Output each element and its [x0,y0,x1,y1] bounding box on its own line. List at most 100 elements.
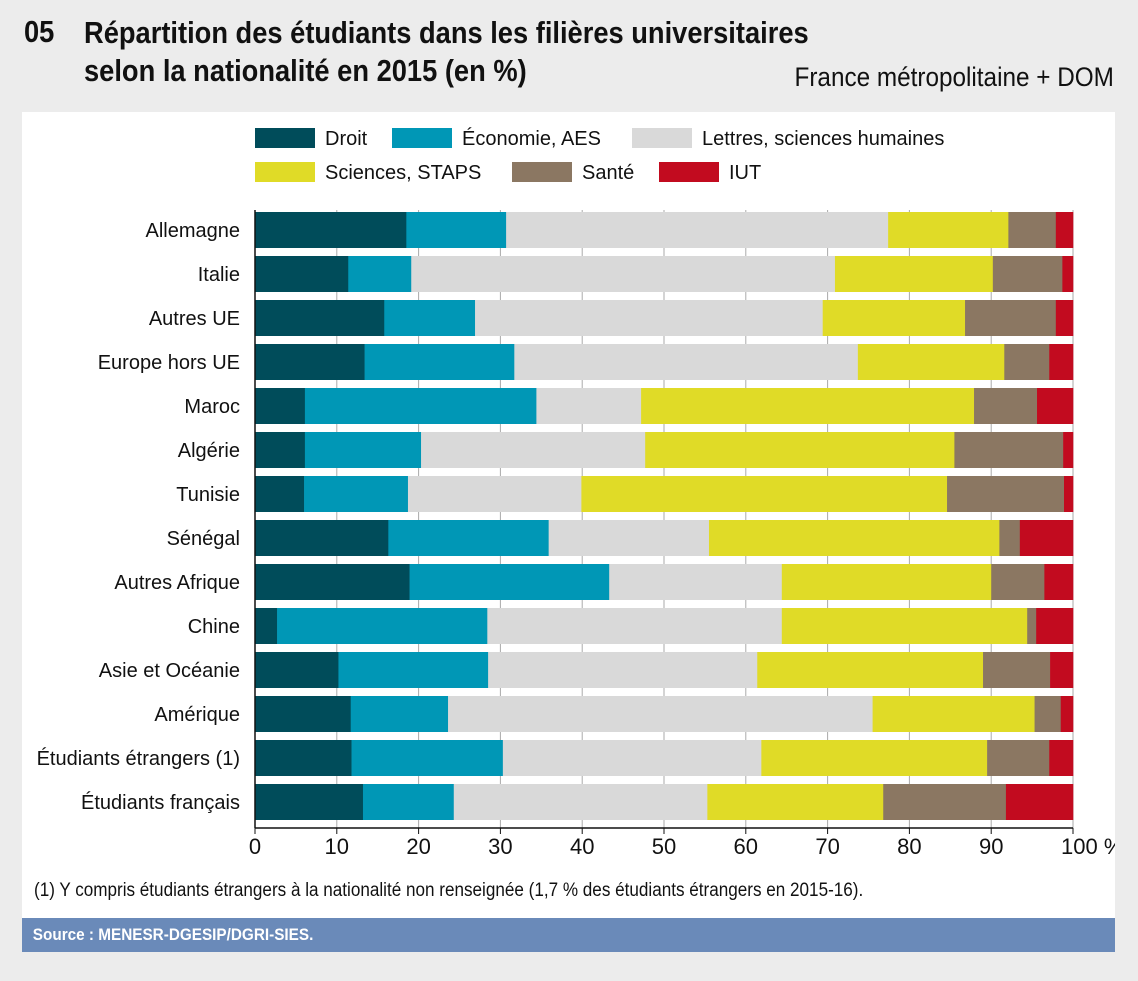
bar-segment [822,300,966,336]
bar-segment [883,784,1007,820]
bar-segment [502,740,762,776]
bar-segment [338,652,489,688]
legend-swatch [392,128,452,148]
bar-segment [1049,740,1074,776]
bar-segment [1049,344,1074,380]
legend-label: Santé [582,162,634,184]
bar-segment [609,564,783,600]
bar-segment [255,344,365,380]
bar-segment [277,608,488,644]
bar-segment [1037,388,1074,424]
legend-label: Économie, AES [462,127,601,150]
bar-segment [1055,212,1074,248]
category-label: Europe hors UE [98,352,240,374]
bar-segment [488,652,758,688]
source-text: Source : MENESR-DGESIP/DGRI-SIES. [32,925,314,944]
bar-segment [384,300,476,336]
category-label: Autres Afrique [114,572,240,594]
bar-segment [506,212,889,248]
bar-segment [255,564,410,600]
x-tick-label: 100 % [1061,834,1115,859]
bar-segment [255,784,364,820]
bar-segment [255,212,407,248]
category-label: Tunisie [176,484,240,506]
bar-segment [304,432,422,468]
category-label: Asie et Océanie [99,660,240,682]
footnote: (1) Y compris étudiants étrangers à la n… [34,880,864,901]
bar-segment [448,696,873,732]
x-tick-label: 10 [325,834,349,859]
bar-segment [1034,696,1062,732]
x-tick-label: 60 [734,834,758,859]
bar-segment [708,520,1000,556]
legend-label: Lettres, sciences humaines [702,128,944,150]
bar-segment [999,520,1021,556]
bar-segment [351,740,504,776]
x-tick-label: 40 [570,834,594,859]
bar-segment [707,784,884,820]
bar-segment [255,432,306,468]
bar-segment [421,432,646,468]
bar-segment [1005,784,1074,820]
bar-segment [255,652,339,688]
bar-segment [872,696,1035,732]
bar-segment [407,476,582,512]
bar-segment [954,432,1064,468]
bar-segment [1060,696,1074,732]
bar-segment [350,696,449,732]
legend-label: Sciences, STAPS [325,162,481,184]
bar-segment [947,476,1065,512]
x-tick-label: 90 [979,834,1003,859]
category-label: Chine [188,616,240,638]
bar-segment [388,520,549,556]
bar-segment [487,608,783,644]
legend-swatch [255,162,315,182]
category-label: Maroc [184,396,240,418]
bar-segment [757,652,984,688]
bar-segment [304,476,409,512]
bar-segment [255,520,389,556]
bar-segment [1062,256,1074,292]
bar-segment [514,344,859,380]
bar-segment [1050,652,1074,688]
source-bar: Source : MENESR-DGESIP/DGRI-SIES. [22,918,1115,952]
x-tick-label: 20 [406,834,430,859]
category-label: Allemagne [145,220,240,242]
bar-segment [641,388,975,424]
bar-segment [536,388,642,424]
bar-segment [304,388,537,424]
bar-segment [983,652,1051,688]
bar-segment [1004,344,1050,380]
legend-label: Droit [325,128,368,150]
bar-segment [255,476,305,512]
x-tick-label: 0 [249,834,261,859]
chart-title: Répartition des étudiants dans les filiè… [84,14,809,90]
legend-swatch [255,128,315,148]
bar-segment [348,256,412,292]
bar-segment [1063,432,1074,468]
bar-segment [1036,608,1074,644]
category-label: Italie [198,264,240,286]
bar-segment [781,608,1028,644]
bar-segment [888,212,1009,248]
bar-segment [406,212,507,248]
bar-segment [1008,212,1057,248]
bar-segment [1019,520,1074,556]
bar-segment [645,432,955,468]
bar-segment [255,608,278,644]
title-line-2: selon la nationalité en 2015 (en %) [84,53,527,88]
chart-scope: France métropolitaine + DOM [794,62,1114,92]
bar-segment [362,784,455,820]
legend-swatch [632,128,692,148]
x-tick-label: 30 [488,834,512,859]
bar-segment [411,256,836,292]
x-tick-label: 80 [897,834,921,859]
x-tick-label: 70 [815,834,839,859]
bar-segment [255,740,352,776]
category-label: Autres UE [149,308,240,330]
category-label: Étudiants étrangers (1) [37,747,240,770]
bar-segment [409,564,610,600]
bar-segment [834,256,994,292]
legend-swatch [659,162,719,182]
